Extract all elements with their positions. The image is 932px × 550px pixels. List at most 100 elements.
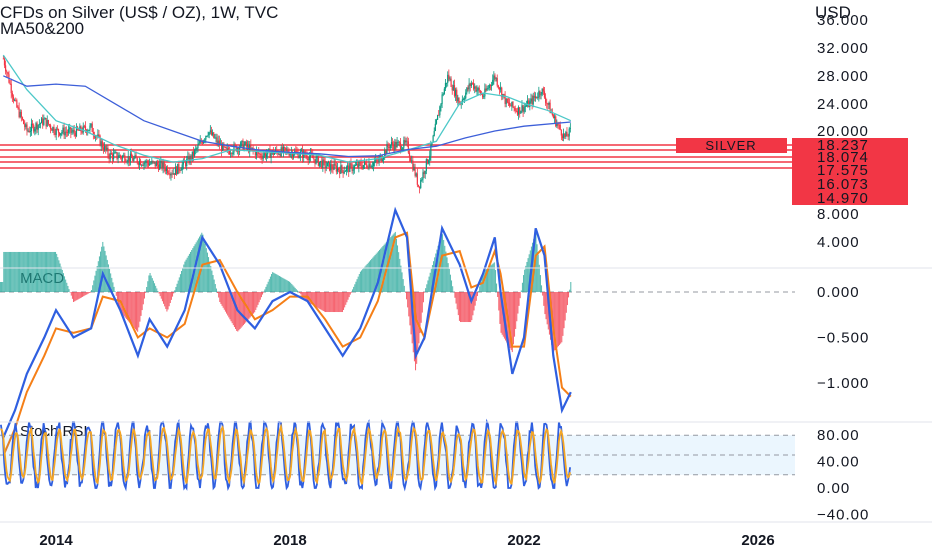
macd-histogram-bar	[110, 273, 112, 292]
candle-body	[511, 101, 513, 107]
candle-body	[270, 153, 272, 159]
candle-body	[222, 143, 224, 151]
candle-body	[335, 165, 337, 172]
candle-body	[133, 158, 135, 161]
candle-body	[167, 167, 169, 174]
macd-histogram-bar	[564, 292, 566, 321]
macd-histogram-bar	[197, 238, 199, 292]
candle-body	[519, 107, 521, 114]
macd-histogram-bar	[0, 281, 1, 292]
macd-histogram-bar	[291, 284, 293, 292]
candle-body	[99, 135, 101, 146]
price-tick-label: 28.000	[817, 68, 869, 85]
macd-histogram-bar	[179, 274, 181, 292]
candle-body	[446, 82, 448, 84]
macd-histogram-bar	[510, 292, 512, 351]
macd-histogram-bar	[8, 251, 10, 292]
axes: 36.000 32.000 28.000 24.000 20.000 8.000 4.000…	[0, 12, 932, 549]
candle-body	[307, 158, 309, 161]
macd-histogram-bar	[127, 292, 129, 321]
candle-body	[465, 92, 467, 99]
candle-body	[295, 151, 297, 152]
macd-histogram-bar	[146, 286, 148, 292]
candle-body	[251, 147, 253, 149]
macd-histogram-bar	[239, 292, 241, 329]
candle-body	[61, 132, 63, 134]
macd-histogram-bar	[17, 251, 19, 292]
macd-histogram-bar	[517, 292, 519, 314]
candle-body	[306, 155, 308, 159]
candle-body	[500, 87, 502, 90]
macd-histogram-bar	[274, 273, 276, 292]
macd-histogram-bar	[140, 292, 142, 316]
candle-body	[442, 94, 444, 96]
macd-histogram-bar	[429, 272, 431, 292]
macd-histogram-bar	[178, 277, 180, 292]
macd-histogram-bar	[84, 292, 86, 296]
macd-histogram-bar	[12, 251, 14, 292]
candle-body	[330, 164, 332, 171]
candle-body	[2, 58, 4, 60]
macd-histogram-bar	[28, 251, 30, 292]
candle-body	[24, 124, 26, 128]
candle-body	[518, 107, 520, 115]
macd-histogram-bar	[266, 284, 268, 292]
macd-histogram-bar	[235, 292, 237, 329]
macd-histogram-bar	[107, 264, 109, 292]
level-badge	[792, 138, 908, 152]
macd-histogram-bar	[401, 272, 403, 292]
candle-body	[7, 72, 9, 75]
macd-histogram-bar	[70, 292, 72, 296]
macd-histogram-bar	[149, 273, 151, 292]
macd-histogram-bar	[437, 245, 439, 292]
macd-histogram-bar	[42, 251, 44, 292]
candle-body	[398, 141, 400, 143]
macd-histogram-bar	[173, 292, 175, 294]
candle-body	[56, 128, 58, 130]
macd-histogram-bar	[539, 275, 541, 292]
macd-histogram-bar	[24, 251, 26, 292]
macd-histogram-bar	[473, 292, 475, 311]
candle-body	[541, 88, 543, 95]
candle-body	[141, 164, 143, 166]
macd-histogram-bar	[543, 292, 545, 306]
candle-body	[231, 153, 233, 155]
macd-histogram-bar	[184, 261, 186, 292]
macd-histogram-bar	[421, 292, 423, 313]
candle-body	[503, 94, 505, 95]
macd-histogram-bar	[176, 283, 178, 292]
time-tick-label: 2022	[507, 532, 540, 549]
macd-histogram-bar	[410, 292, 412, 335]
candle-body	[119, 155, 121, 157]
candle-body	[497, 85, 499, 88]
candle-body	[433, 131, 435, 136]
candle-body	[12, 96, 15, 101]
macd-histogram-bar	[74, 292, 76, 302]
candle-body	[159, 163, 161, 170]
macd-histogram-bar	[353, 286, 355, 292]
candle-body	[448, 74, 450, 80]
candle-body	[365, 161, 367, 164]
price-tick-label: 20.000	[817, 123, 869, 140]
macd-histogram-bar	[544, 292, 546, 315]
macd-histogram-bar	[542, 292, 544, 296]
candle-body	[509, 102, 511, 106]
candle-body	[420, 180, 422, 189]
macd-histogram-bar	[518, 292, 520, 306]
macd-histogram-bar	[168, 292, 170, 307]
candle-body	[363, 161, 366, 166]
candle-body	[34, 128, 36, 132]
macd-histogram-bar	[276, 274, 278, 292]
macd-histogram-bar	[287, 281, 289, 292]
candle-body	[205, 136, 207, 140]
macd-histogram-bar	[397, 245, 399, 292]
macd-histogram-bar	[118, 292, 120, 305]
macd-histogram-bar	[16, 251, 18, 292]
macd-histogram-bar	[229, 292, 231, 320]
macd-histogram-bar	[402, 279, 404, 292]
candle-body	[113, 153, 115, 160]
macd-histogram-bar	[416, 292, 418, 364]
macd-histogram-bar	[408, 292, 410, 317]
candle-body	[5, 65, 7, 72]
